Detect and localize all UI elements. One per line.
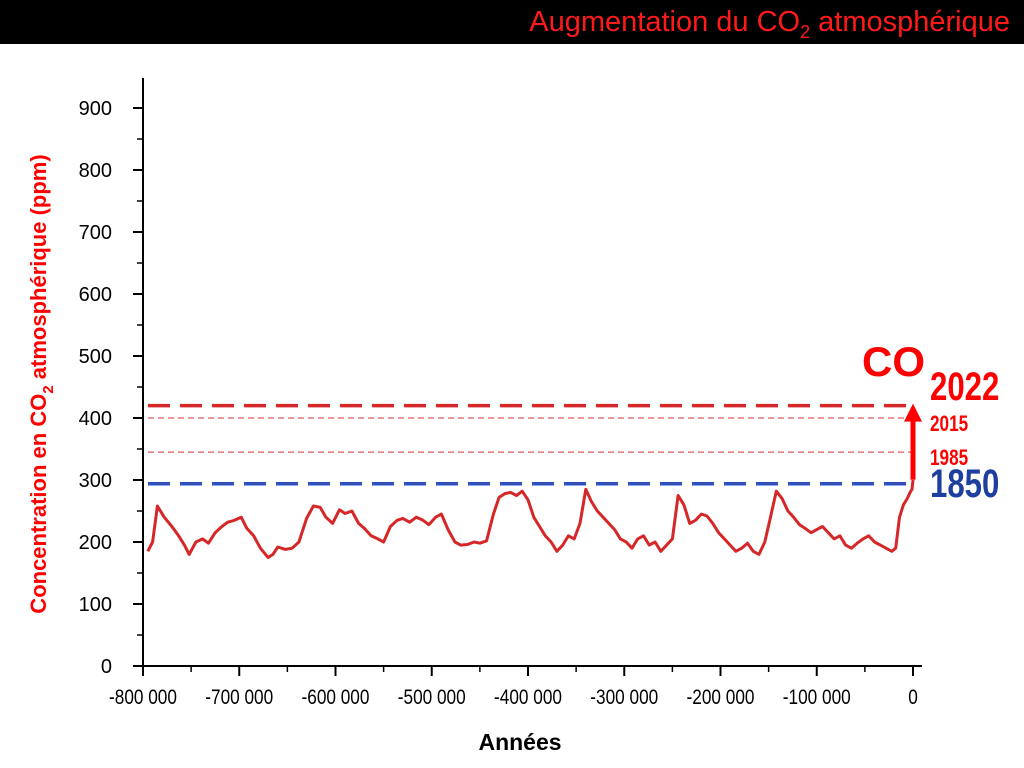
title-pre: Augmentation du CO [529, 6, 801, 38]
reference-lines [148, 403, 913, 486]
reference-label-2022: 2022 [930, 364, 999, 409]
y-tick-label: 800 [79, 160, 112, 182]
x-tick-label: -800 000 [109, 687, 177, 710]
y-tick-label: 300 [79, 470, 112, 492]
y-tick-label: 400 [79, 408, 112, 430]
y-label-post: atmosphérique (ppm) [26, 154, 51, 385]
x-tick-label: 0 [908, 687, 918, 710]
reference-label-2015: 2015 [930, 412, 968, 437]
y-tick-label: 200 [79, 532, 112, 554]
x-tick-label: -300 000 [590, 687, 658, 710]
y-label-pre: Concentration en CO [26, 394, 51, 614]
co2-chart: 0 100 200 300 400 500 600 700 800 900 -800 000 -700… [26, 78, 999, 755]
page-title: Augmentation du CO2 atmosphérique [529, 6, 1010, 41]
y-label-sub: 2 [40, 385, 57, 393]
title-bar: Augmentation du CO2 atmosphérique [0, 0, 1024, 44]
increase-arrow [904, 403, 922, 480]
arrow-head [904, 403, 922, 422]
x-tick-label: -600 000 [302, 687, 370, 710]
x-axis-label: Années [478, 729, 561, 755]
co-label: CO [862, 338, 925, 385]
title-sub: 2 [800, 21, 811, 42]
y-tick-label: 100 [79, 594, 112, 616]
y-tick-label: 0 [101, 656, 112, 678]
x-tick-label: -700 000 [205, 687, 273, 710]
y-axis-label: Concentration en CO2 atmosphérique (ppm) [26, 154, 57, 613]
y-tick-label: 600 [79, 284, 112, 306]
x-tick-label: -100 000 [783, 687, 851, 710]
reference-label-1985: 1985 [930, 446, 968, 471]
reference-label-1850: 1850 [930, 461, 999, 506]
y-tick-label: 900 [79, 98, 112, 120]
co2-series-line [146, 479, 915, 559]
x-tick-label: -400 000 [494, 687, 562, 710]
title-post: atmosphérique [810, 6, 1010, 38]
x-tick-label: -500 000 [398, 687, 466, 710]
x-tick-label: -200 000 [687, 687, 755, 710]
axes: 0 100 200 300 400 500 600 700 800 900 -800 000 -700… [79, 78, 922, 709]
y-tick-label: 500 [79, 346, 112, 368]
y-tick-label: 700 [79, 222, 112, 244]
